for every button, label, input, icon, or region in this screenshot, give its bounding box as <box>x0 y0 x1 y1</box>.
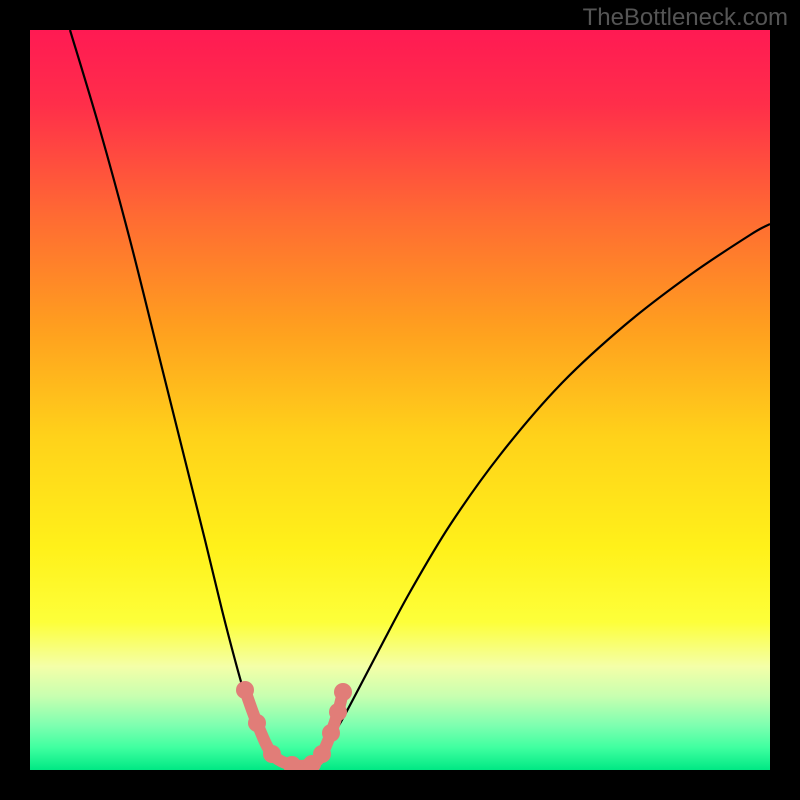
gradient-background <box>30 30 770 770</box>
chart-frame: TheBottleneck.com <box>0 0 800 800</box>
watermark-text: TheBottleneck.com <box>583 4 788 32</box>
plot-area <box>30 30 770 770</box>
